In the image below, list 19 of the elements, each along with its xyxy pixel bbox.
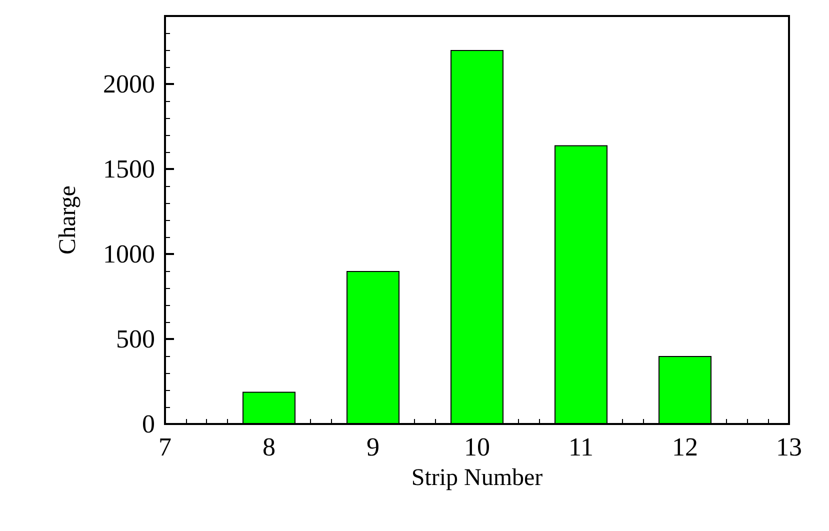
y-tick-label: 0 (142, 410, 155, 438)
x-tick-label: 8 (262, 432, 276, 462)
y-tick-label: 1500 (103, 154, 155, 184)
x-tick-label: 9 (366, 432, 380, 462)
y-tick-label: 1000 (103, 240, 155, 268)
y-axis-title: Charge (55, 186, 81, 254)
x-tick-label: 11 (568, 432, 594, 462)
y-tick-label: 2000 (103, 70, 155, 98)
x-tick-label: 13 (776, 432, 802, 462)
bar (450, 50, 504, 424)
x-tick-label: 7 (158, 432, 172, 462)
bar (346, 271, 400, 424)
x-axis-title: Strip Number (411, 465, 543, 491)
y-tick-label: 500 (116, 324, 155, 354)
bar (242, 392, 296, 424)
x-tick-label: 10 (464, 432, 490, 462)
bar (554, 145, 608, 424)
x-tick-label: 12 (672, 432, 698, 462)
bar (658, 356, 712, 424)
